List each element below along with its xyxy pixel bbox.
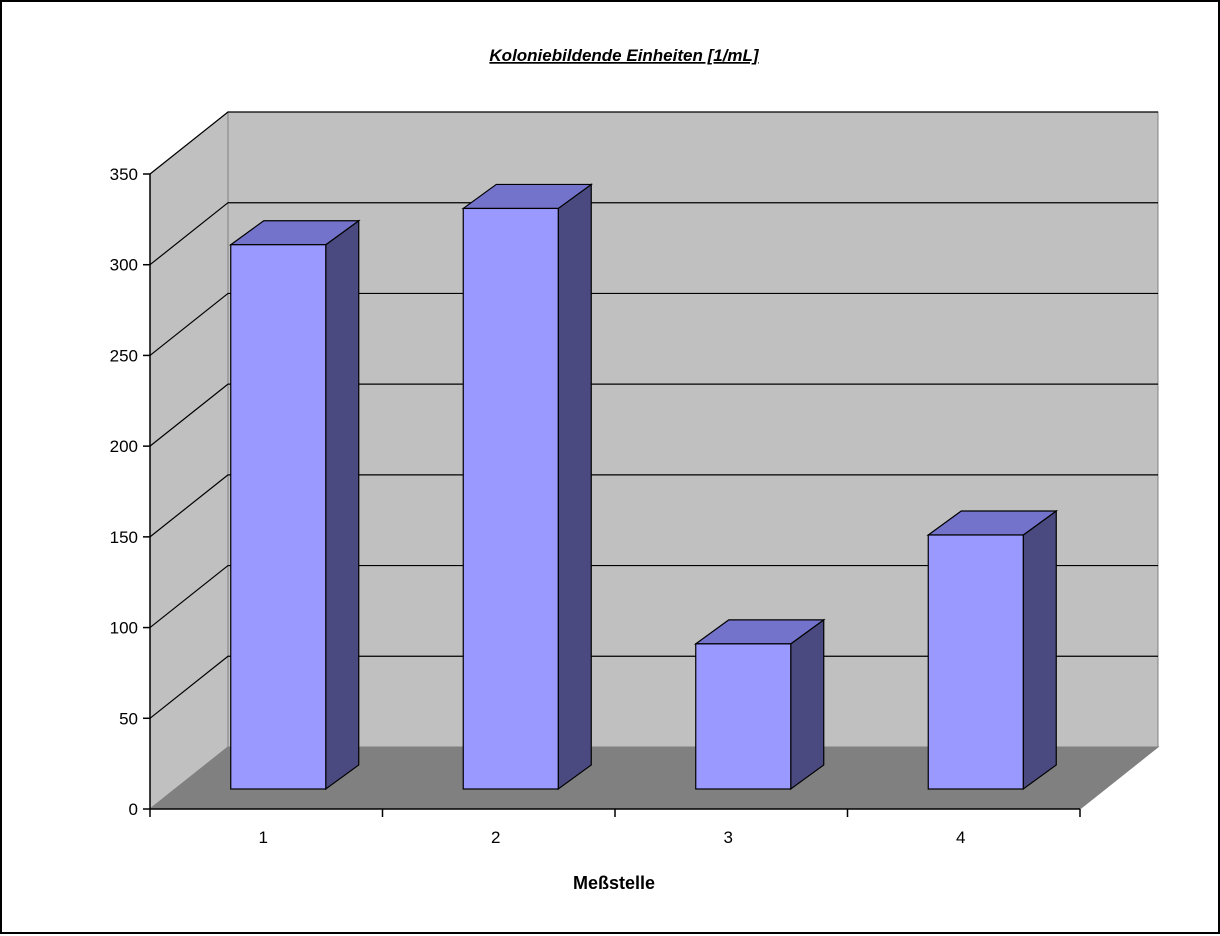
bar-4 xyxy=(927,534,1024,790)
x-axis-title: Meßstelle xyxy=(573,873,655,893)
gridline xyxy=(149,564,1158,629)
bar-side-4 xyxy=(1022,509,1057,791)
x-tick-label: 3 xyxy=(724,828,733,847)
bar-2 xyxy=(462,207,559,790)
gridline xyxy=(149,383,1158,447)
y-tick-label: 350 xyxy=(110,165,138,184)
gridline xyxy=(149,111,1158,175)
axes xyxy=(143,173,1081,817)
labels: 0 50 100 150 200 250 300 350 1 2 3 4 xyxy=(110,165,966,847)
chart-title: Koloniebildende Einheiten [1/mL] xyxy=(489,46,760,65)
x-tick-label: 2 xyxy=(491,828,500,847)
bar-1 xyxy=(230,244,327,790)
gridline xyxy=(149,474,1158,538)
x-tick-label: 4 xyxy=(956,828,965,847)
y-tick-label: 300 xyxy=(110,256,138,275)
y-tick-label: 0 xyxy=(129,800,138,819)
y-tick-label: 100 xyxy=(110,619,138,638)
gridline xyxy=(149,202,1158,266)
y-tick-label: 50 xyxy=(119,709,138,728)
bar-3 xyxy=(695,643,792,790)
gridline xyxy=(149,655,1158,719)
bar-side-3 xyxy=(790,618,825,791)
y-tick-label: 150 xyxy=(110,528,138,547)
x-tick-label: 1 xyxy=(259,828,268,847)
bar-side-2 xyxy=(557,183,592,791)
gridline xyxy=(149,292,1158,356)
gridlines xyxy=(149,111,1158,719)
side-wall xyxy=(149,110,229,811)
chart-walls xyxy=(148,110,1160,811)
y-tick-label: 200 xyxy=(110,437,138,456)
bar-side-1 xyxy=(325,219,360,791)
y-tick-label: 250 xyxy=(110,346,138,365)
bars xyxy=(228,183,1059,791)
